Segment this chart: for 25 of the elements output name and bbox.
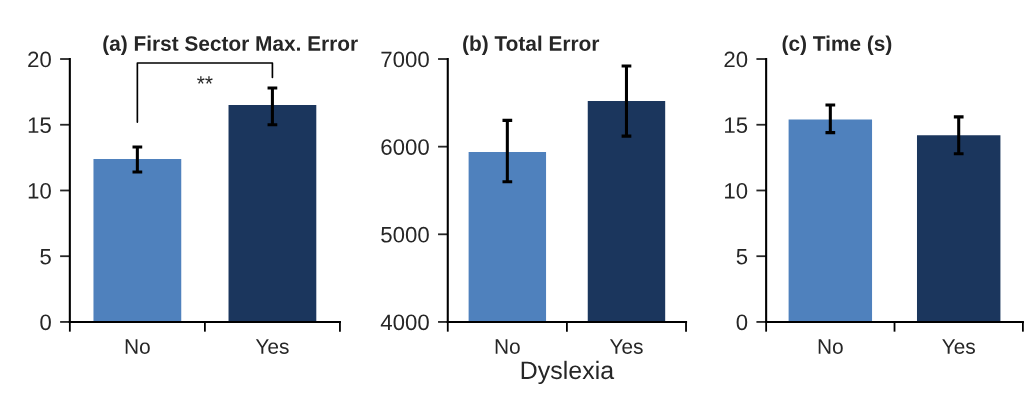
- chart-title: (a) First Sector Max. Error: [103, 35, 358, 55]
- chart-title: (b) Total Error: [463, 35, 600, 55]
- x-tick-label: Yes: [255, 339, 289, 354]
- y-tick-label: 10: [725, 183, 748, 199]
- x-tick-label: Yes: [609, 339, 643, 354]
- y-tick-label: 20: [28, 51, 51, 68]
- y-tick-label: 4000: [380, 314, 429, 331]
- y-tick-label: 15: [725, 117, 748, 134]
- y-tick-label: 0: [40, 314, 51, 331]
- x-tick-label: Yes: [942, 339, 975, 354]
- annotation: **: [197, 76, 213, 84]
- y-tick-label: 5: [736, 248, 748, 265]
- x-tick-label: No: [818, 339, 843, 354]
- y-tick-label: 20: [724, 51, 748, 68]
- y-tick-label: 5: [40, 248, 51, 265]
- y-tick-label: 15: [28, 117, 51, 134]
- x-tick-label: No: [495, 339, 520, 354]
- x-tick-label: No: [125, 339, 150, 354]
- x-axis-title: Dyslexia: [521, 360, 615, 385]
- y-tick-label: 10: [28, 183, 51, 199]
- y-tick-label: 7000: [381, 51, 429, 68]
- y-tick-label: 6000: [381, 139, 429, 155]
- y-tick-label: 0: [736, 314, 748, 331]
- y-tick-label: 5000: [381, 226, 429, 243]
- chart-title: (c) Time (s): [782, 35, 892, 55]
